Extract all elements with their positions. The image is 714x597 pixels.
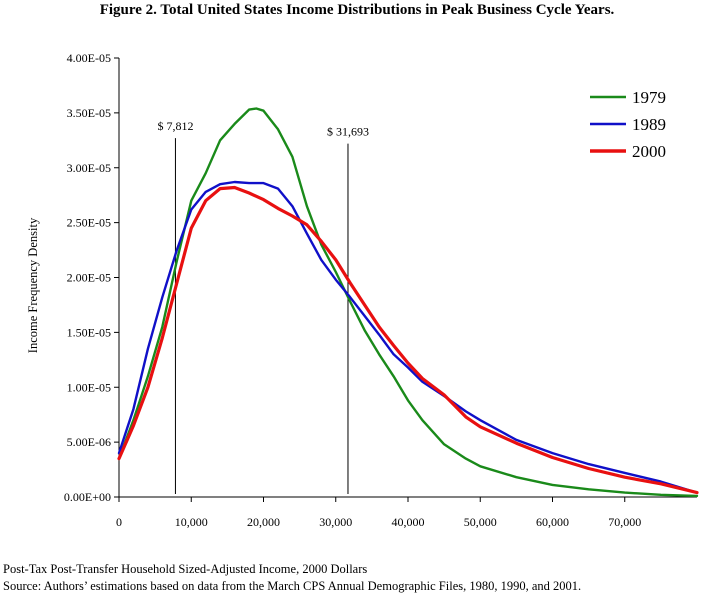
x-tick-label: 60,000 <box>536 515 569 529</box>
y-axis-title: Income Frequency Density <box>26 217 40 353</box>
y-tick-label: 3.50E-05 <box>67 106 111 120</box>
y-tick-label: 0.00E+00 <box>64 490 111 504</box>
x-tick-label: 50,000 <box>464 515 497 529</box>
legend: 1979 1989 2000 <box>590 88 666 161</box>
source-note: Source: Authors’ estimations based on da… <box>3 579 582 593</box>
legend-label-1979: 1979 <box>632 88 666 107</box>
x-tick-label: 0 <box>116 515 122 529</box>
series-line-2000 <box>117 185 699 495</box>
y-tick-label: 1.50E-05 <box>67 325 111 339</box>
y-tick-label: 1.00E-05 <box>67 380 111 394</box>
series-lines <box>117 107 699 498</box>
axes: 0.00E+00 5.00E-06 1.00E-05 1.50E-05 2.00E-05… <box>26 51 697 529</box>
x-tick-label: 10,000 <box>175 515 208 529</box>
x-axis-label: Post-Tax Post-Transfer Household Sized-A… <box>3 562 368 576</box>
y-tick-label: 4.00E-05 <box>67 51 111 65</box>
annotations: $ 7,812 $ 31,693 <box>157 119 369 494</box>
y-tick-label: 2.50E-05 <box>67 216 111 230</box>
legend-label-1989: 1989 <box>632 115 666 134</box>
x-tick-label: 30,000 <box>319 515 352 529</box>
x-tick-label: 20,000 <box>247 515 280 529</box>
reference-label: $ 7,812 <box>157 119 193 133</box>
chart-title: Figure 2. Total United States Income Dis… <box>99 2 615 18</box>
reference-label: $ 31,693 <box>327 125 369 139</box>
x-tick-label: 40,000 <box>392 515 425 529</box>
series-line-1979 <box>117 107 699 498</box>
y-tick-label: 2.00E-05 <box>67 271 111 285</box>
legend-label-2000: 2000 <box>632 142 666 161</box>
y-tick-label: 3.00E-05 <box>67 161 111 175</box>
x-tick-label: 70,000 <box>608 515 641 529</box>
y-tick-label: 5.00E-06 <box>67 435 111 449</box>
series-line-1989 <box>117 180 699 494</box>
